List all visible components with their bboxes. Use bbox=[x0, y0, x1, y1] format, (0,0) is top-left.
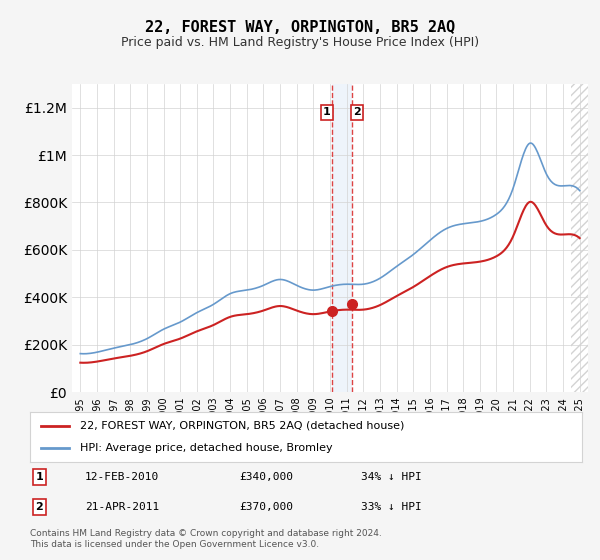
Text: 34% ↓ HPI: 34% ↓ HPI bbox=[361, 472, 422, 482]
Text: 2: 2 bbox=[35, 502, 43, 512]
Text: 12-FEB-2010: 12-FEB-2010 bbox=[85, 472, 160, 482]
Text: Price paid vs. HM Land Registry's House Price Index (HPI): Price paid vs. HM Land Registry's House … bbox=[121, 36, 479, 49]
Text: 2: 2 bbox=[353, 108, 361, 118]
Text: £340,000: £340,000 bbox=[240, 472, 294, 482]
Bar bbox=[571, 84, 588, 392]
Text: 22, FOREST WAY, ORPINGTON, BR5 2AQ: 22, FOREST WAY, ORPINGTON, BR5 2AQ bbox=[145, 20, 455, 35]
Text: Contains HM Land Registry data © Crown copyright and database right 2024.
This d: Contains HM Land Registry data © Crown c… bbox=[30, 529, 382, 549]
Text: 1: 1 bbox=[323, 108, 331, 118]
Text: £370,000: £370,000 bbox=[240, 502, 294, 512]
Bar bbox=[332, 84, 352, 392]
Text: HPI: Average price, detached house, Bromley: HPI: Average price, detached house, Brom… bbox=[80, 443, 332, 453]
Text: 22, FOREST WAY, ORPINGTON, BR5 2AQ (detached house): 22, FOREST WAY, ORPINGTON, BR5 2AQ (deta… bbox=[80, 421, 404, 431]
Text: 1: 1 bbox=[35, 472, 43, 482]
Text: 21-APR-2011: 21-APR-2011 bbox=[85, 502, 160, 512]
Text: 33% ↓ HPI: 33% ↓ HPI bbox=[361, 502, 422, 512]
